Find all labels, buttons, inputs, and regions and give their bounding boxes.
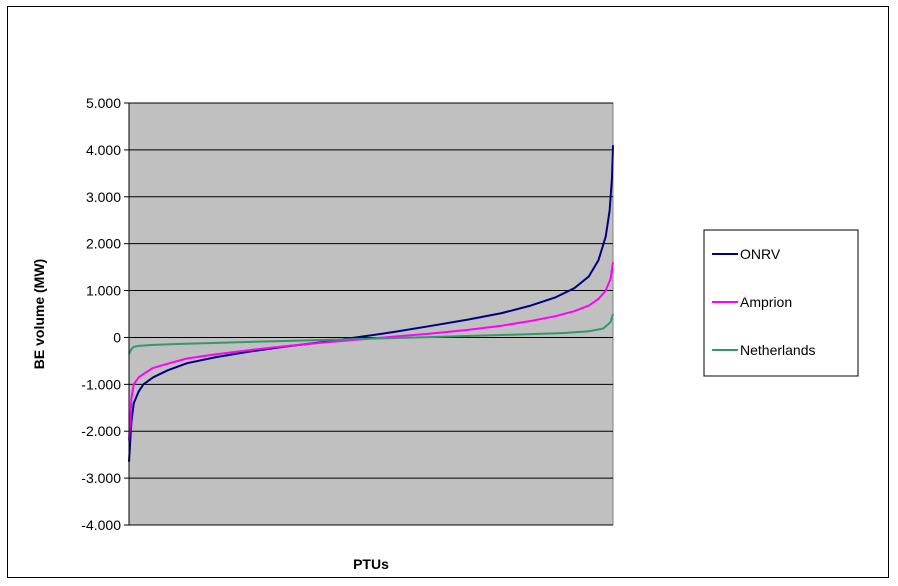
y-tick-label: 3.000 — [86, 189, 121, 205]
y-axis: 5.000 4.000 3.000 2.000 1.000 0 -1.000 -2.000 -3… — [81, 95, 613, 533]
x-axis-title: PTUs — [353, 556, 389, 572]
chart-frame: 5.000 4.000 3.000 2.000 1.000 0 -1.000 -2.000 -3… — [7, 6, 889, 578]
y-tick-label: 1.000 — [86, 283, 121, 299]
legend-label-amprion: Amprion — [740, 294, 792, 310]
y-tick-label: 0 — [113, 329, 121, 345]
y-tick-label: -3.000 — [81, 470, 121, 486]
y-tick-label: -2.000 — [81, 423, 121, 439]
series-line-onrv — [128, 145, 614, 462]
plot-area — [128, 102, 614, 526]
y-tick-label: -1.000 — [81, 376, 121, 392]
y-tick-label: 4.000 — [86, 142, 121, 158]
y-axis-title: BE volume (MW) — [31, 259, 47, 369]
legend: ONRV Amprion Netherlands — [703, 229, 859, 377]
legend-label-netherlands: Netherlands — [740, 342, 816, 358]
y-tick-label: -4.000 — [81, 517, 121, 533]
legend-label-onrv: ONRV — [740, 246, 781, 262]
chart-svg: 5.000 4.000 3.000 2.000 1.000 0 -1.000 -2.000 -3… — [31, 95, 859, 572]
plot-background — [128, 102, 614, 526]
y-tick-label: 2.000 — [86, 236, 121, 252]
y-tick-label: 5.000 — [86, 95, 121, 111]
series-line-netherlands — [128, 313, 614, 355]
